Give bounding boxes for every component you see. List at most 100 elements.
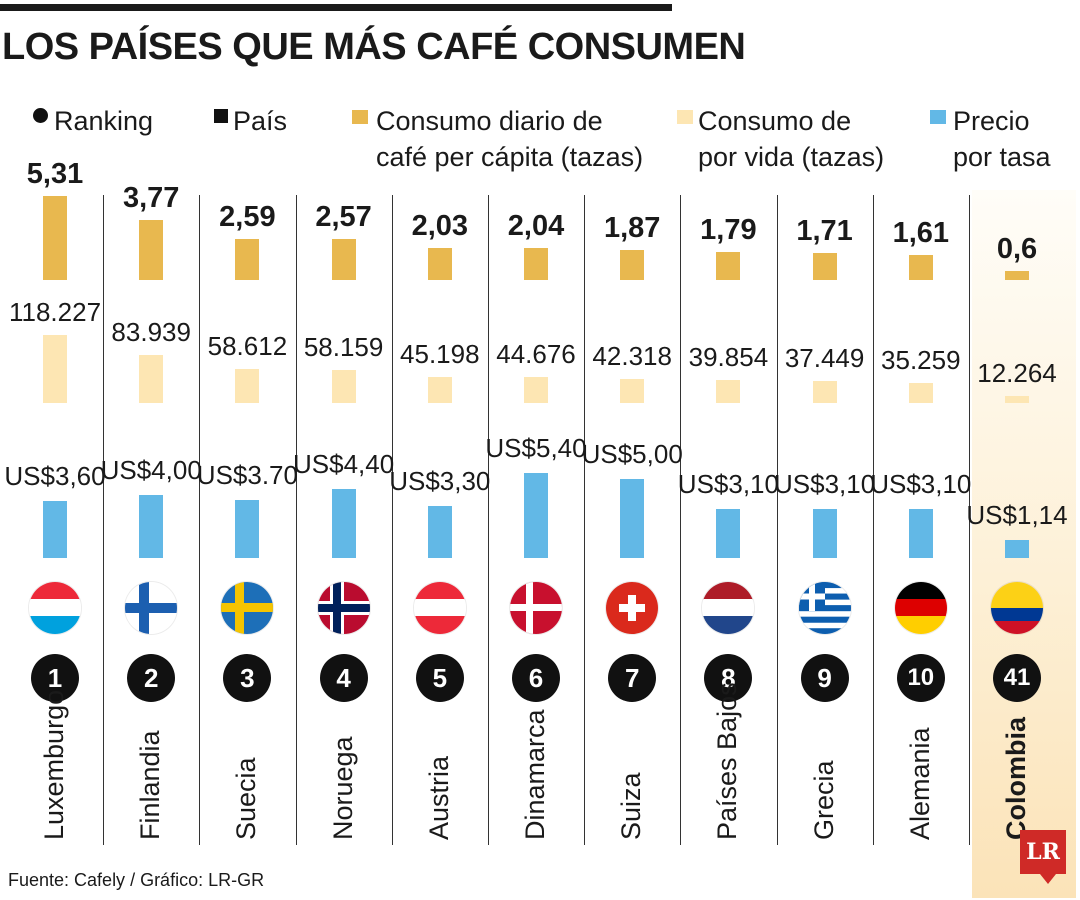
price-per-cup-bar (908, 509, 933, 558)
germany-flag (894, 582, 947, 634)
lifetime-consumption-bar (427, 377, 452, 403)
daily-consumption-label: 1,71 (796, 214, 853, 247)
country-name-label: Austria (423, 755, 454, 840)
lifetime-consumption-bar (1005, 395, 1029, 403)
legend-lifetime-line1: Consumo de (698, 106, 852, 136)
lifetime-consumption-bar (43, 335, 67, 403)
column-divider (487, 195, 489, 845)
daily-consumption-bar (43, 196, 67, 280)
lifetime-consumption-label: 44.676 (496, 339, 576, 370)
lifetime-consumption-label: 83.939 (111, 316, 191, 347)
lifetime-consumption-label: 37.449 (784, 343, 865, 374)
price-per-cup-bar (620, 479, 645, 558)
daily-consumption-label: 0,6 (996, 232, 1038, 265)
lifetime-consumption-label: 39.854 (688, 342, 769, 373)
price-per-cup-bar (139, 495, 164, 558)
legend-daily-line2: café per cápita (tazas) (376, 142, 644, 172)
sweden-flag (221, 582, 274, 634)
price-per-cup-label: US$3,60 (4, 461, 106, 492)
lifetime-consumption-bar (235, 369, 260, 403)
country-name-label: Luxemburgo (39, 689, 69, 840)
column-divider (872, 195, 874, 845)
daily-consumption-bar (812, 252, 837, 280)
rank-badge: 10 (896, 654, 945, 702)
daily-consumption-bar (427, 247, 452, 280)
daily-consumption-bar (716, 251, 741, 280)
price-per-cup-label: US$3,10 (774, 469, 876, 500)
lifetime-consumption-bar (139, 354, 164, 403)
rank-badge: 2 (127, 654, 176, 702)
denmark-flag (510, 582, 562, 634)
price-per-cup-bar (235, 499, 260, 558)
price-per-cup-label: US$1,14 (966, 500, 1068, 531)
rank-badge: 8 (704, 654, 753, 702)
price-per-cup-label: US$3,30 (389, 466, 491, 497)
price-per-cup-label: US$4,00 (100, 455, 202, 486)
rank-badge: 1 (31, 654, 79, 702)
price-per-cup-bar (716, 509, 741, 558)
daily-consumption-label: 1,79 (700, 213, 757, 246)
daily-consumption-bar (331, 239, 356, 280)
daily-consumption-label: 2,57 (315, 201, 372, 234)
column-divider (776, 195, 778, 845)
rank-badge: 5 (415, 654, 464, 702)
country-name-label: Países Bajos (712, 682, 743, 840)
price-per-cup-bar (427, 506, 452, 558)
rank-badge: 7 (608, 654, 657, 702)
legend-price-line1: Precio (953, 106, 1030, 136)
country-name-label: Suecia (231, 757, 262, 840)
lifetime-consumption-bar (620, 378, 645, 403)
price-per-cup-label: US$3.70 (196, 459, 298, 490)
daily-consumption-label: 3,77 (122, 182, 180, 215)
price-per-cup-bar (812, 509, 837, 558)
lifetime-consumption-bar (716, 380, 741, 403)
rank-badge: 3 (223, 654, 272, 702)
price-per-cup-bar (43, 501, 67, 558)
finland-flag (125, 582, 178, 634)
netherlands-flag (702, 582, 755, 634)
luxembourg-flag (29, 582, 81, 634)
price-per-cup-label: US$3,10 (870, 469, 972, 500)
price-per-cup-label: US$5,00 (581, 439, 683, 470)
lifetime-consumption-label: 58.612 (207, 331, 288, 362)
daily-consumption-bar (908, 254, 933, 280)
lifetime-consumption-label: 118.227 (8, 297, 102, 327)
legend-pais-label: País (233, 106, 288, 136)
daily-consumption-label: 2,04 (507, 209, 565, 242)
daily-consumption-label: 1,87 (603, 212, 661, 245)
column-divider (968, 195, 970, 845)
lifetime-consumption-label: 12.264 (977, 357, 1057, 388)
lifetime-consumption-label: 58.159 (303, 331, 384, 362)
lr-logo: LR (1020, 830, 1066, 874)
lifetime-consumption-label: 35.259 (881, 344, 961, 375)
switzerland-flag (606, 582, 659, 634)
price-per-cup-bar (1005, 540, 1029, 558)
greece-flag (798, 582, 851, 634)
price-per-cup-label: US$5,40 (485, 433, 587, 463)
price-per-cup-label: US$4,40 (293, 448, 395, 479)
legend-lifetime-line2: por vida (tazas) (698, 142, 885, 172)
price-per-cup-bar (524, 473, 548, 558)
country-name-label: Colombia (1001, 716, 1031, 840)
austria-flag (413, 582, 466, 634)
lifetime-consumption-bar (812, 381, 837, 403)
country-name-label: Dinamarca (520, 709, 550, 840)
rank-badge: 4 (319, 654, 368, 702)
rank-badge: 6 (512, 654, 560, 702)
daily-consumption-bar (139, 220, 164, 280)
rank-badge: 9 (800, 654, 849, 702)
colombia-flag (991, 582, 1043, 634)
daily-consumption-bar (235, 239, 260, 280)
lifetime-consumption-bar (331, 369, 356, 403)
daily-consumption-bar (620, 250, 645, 280)
pais-legend-swatch (214, 109, 228, 123)
lifetime-legend-swatch (677, 110, 693, 124)
ranking-legend-dot (33, 108, 48, 123)
lifetime-consumption-bar (524, 377, 548, 403)
daily-legend-swatch (352, 110, 368, 124)
country-name-label: Alemania (904, 727, 935, 840)
rank-badge: 41 (993, 654, 1041, 702)
daily-consumption-label: 2,03 (411, 209, 469, 242)
column-divider (391, 195, 393, 845)
price-per-cup-label: US$3,10 (677, 469, 779, 500)
